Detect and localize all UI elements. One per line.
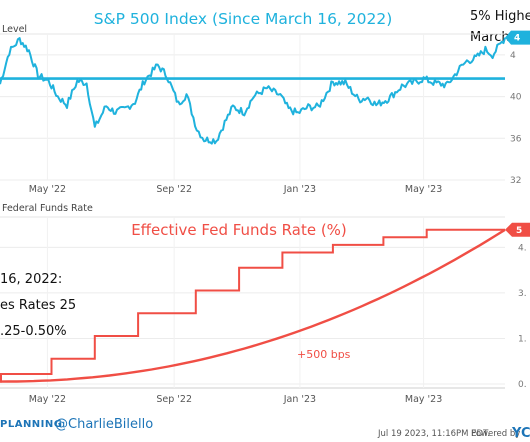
footer-handle: @CharlieBilello [55,417,153,432]
fed-side-text-1: 16, 2022: [0,272,62,287]
fed-y-tick-label: 4. [518,243,527,253]
sp500-x-tick-label: Sep '22 [156,184,192,195]
footer-planning: PLANNING [0,419,62,430]
sp500-title: S&P 500 Index (Since March 16, 2022) [94,10,393,28]
sp500-y-tick-labels: 32 36 40 4 [510,51,522,186]
footer: PLANNING @CharlieBilello Jul 19 2023, 11… [0,417,530,441]
fed-end-marker: 5 [505,222,530,237]
sp500-x-tick-label: Jan '23 [283,184,316,195]
sp500-chart: S&P 500 Index (Since March 16, 2022) Lev… [0,9,530,195]
sp500-annotation-line-1: 5% Highe [470,9,530,24]
sp500-y-tick-label: 40 [510,93,522,103]
fed-y-tick-label: 0. [518,380,527,390]
sp500-y-tick-label: 36 [510,134,522,144]
fed-y-tick-label: 1. [518,334,527,344]
fed-funds-chart: Federal Funds Rate Effective Fed Funds R… [0,203,530,405]
fed-x-tick-label: Jan '23 [283,394,316,405]
footer-powered-by: Powered by [471,429,520,439]
sp500-series-line [0,37,506,145]
fed-end-label: 5 [516,226,522,236]
fed-x-tick-label: May '23 [405,394,442,405]
fed-side-text-3: .25-0.50% [0,324,67,339]
fed-end-badge [505,222,530,237]
sp500-x-tick-label: May '22 [29,184,66,195]
fed-gridlines [0,217,505,388]
fed-side-text-2: es Rates 25 [0,298,76,313]
footer-brand-logo: YC [511,426,530,441]
fed-y-tick-label: 3. [518,289,527,299]
footer-timestamp: Jul 19 2023, 11:16PM EDT. [377,429,490,439]
sp500-y-tick-label: 32 [510,176,521,186]
fed-smooth-curve [0,228,506,383]
fed-curve-label: +500 bps [297,348,351,361]
sp500-gridlines [0,34,505,181]
fed-y-tick-labels: 0. 1. 3. 4. [518,243,527,390]
fed-step-line [0,228,505,383]
sp500-end-marker: 4 [505,30,530,45]
sp500-x-tick-labels: May '22 Sep '22 Jan '23 May '23 [29,184,443,195]
fed-title: Effective Fed Funds Rate (%) [131,221,347,239]
fed-x-tick-labels: May '22 Sep '22 Jan '23 May '23 [29,394,443,405]
sp500-x-tick-label: May '23 [405,184,442,195]
sp500-end-label: 4 [514,34,520,44]
fed-x-tick-label: May '22 [29,394,66,405]
fed-x-tick-label: Sep '22 [156,394,192,405]
fed-ylabel: Federal Funds Rate [2,203,93,214]
sp500-ylabel: Level [2,24,27,35]
sp500-y-tick-label: 4 [510,51,516,61]
sp500-end-badge [505,30,530,45]
